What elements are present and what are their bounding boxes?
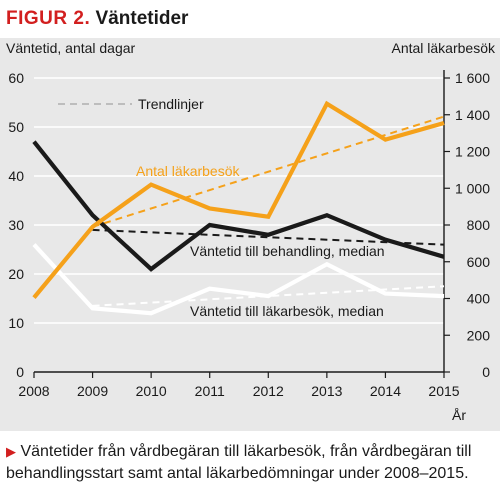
y-right-tick-label: 400 xyxy=(467,291,491,307)
x-axis-title: År xyxy=(452,407,466,423)
figure-title: Väntetider xyxy=(95,8,189,29)
y-right-tick-label: 0 xyxy=(482,364,490,380)
series-line xyxy=(32,140,445,272)
x-tick-label: 2010 xyxy=(136,383,167,399)
trendline xyxy=(92,228,445,246)
x-tick-label: 2009 xyxy=(77,383,108,399)
y-left-tick-label: 60 xyxy=(8,70,24,86)
y-right-tick-label: 200 xyxy=(467,327,491,343)
y-right-tick-label: 1 400 xyxy=(455,107,490,123)
x-tick-label: 2013 xyxy=(311,383,342,399)
series-label: Väntetid till behandling, median xyxy=(190,243,385,259)
trendline xyxy=(92,115,445,228)
series-line xyxy=(32,243,445,316)
y-left-tick-label: 30 xyxy=(8,217,24,233)
y-right-tick-label: 1 000 xyxy=(455,180,490,196)
figure-label: FIGUR 2. xyxy=(6,8,91,29)
x-tick-label: 2008 xyxy=(18,383,49,399)
caption-marker-icon: ▶ xyxy=(6,444,16,459)
y-left-tick-label: 10 xyxy=(8,315,24,331)
y-left-axis-title: Väntetid, antal dagar xyxy=(6,40,136,56)
y-right-axis-title: Antal läkarbesök xyxy=(391,40,496,56)
x-tick-label: 2012 xyxy=(253,383,284,399)
y-left-tick-label: 0 xyxy=(16,364,24,380)
series-label: Väntetid till läkarbesök, median xyxy=(190,303,384,319)
x-tick-label: 2014 xyxy=(370,383,401,399)
figure-caption: ▶ Väntetider från vårdbegäran till läkar… xyxy=(6,441,494,485)
figure-header: FIGUR 2. Väntetider xyxy=(6,8,188,30)
x-tick-label: 2011 xyxy=(195,383,225,399)
series-line xyxy=(32,100,445,299)
y-left-tick-label: 50 xyxy=(8,119,24,135)
y-left-tick-label: 20 xyxy=(8,266,24,282)
y-right-tick-label: 800 xyxy=(467,217,491,233)
legend-label: Trendlinjer xyxy=(138,96,204,112)
series-label: Antal läkarbesök xyxy=(136,163,241,179)
y-left-tick-label: 40 xyxy=(8,168,24,184)
y-right-tick-label: 1 600 xyxy=(455,70,490,86)
trendline xyxy=(92,285,445,307)
x-tick-label: 2015 xyxy=(428,383,459,399)
y-right-tick-label: 1 200 xyxy=(455,144,490,160)
chart: Väntetid, antal dagar Antal läkarbesök 0 10… xyxy=(6,40,496,423)
caption-text: Väntetider från vårdbegäran till läkarbe… xyxy=(6,443,472,482)
y-right-tick-label: 600 xyxy=(467,254,491,270)
